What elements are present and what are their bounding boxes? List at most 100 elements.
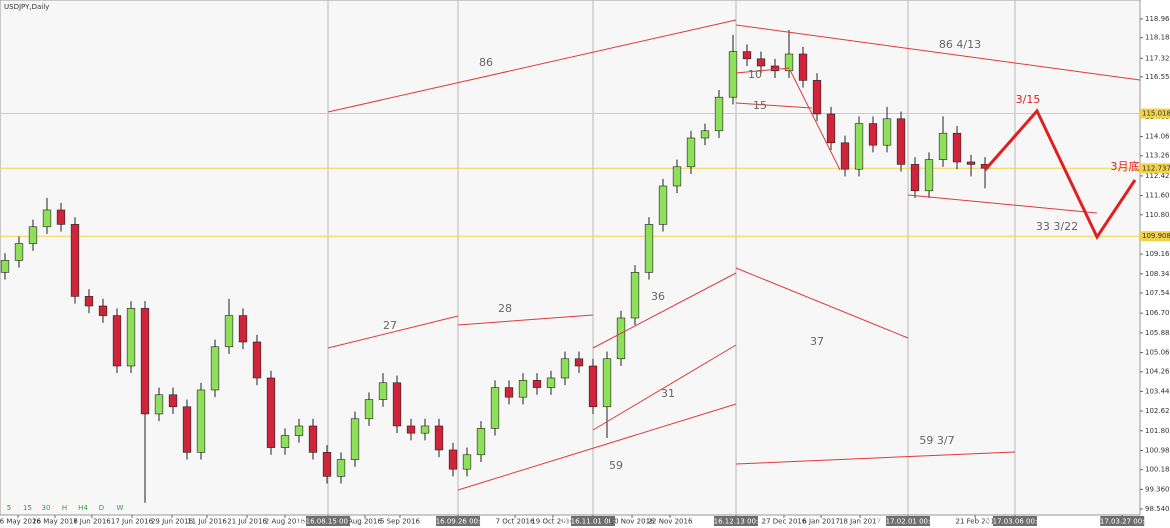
y-tick-label: 106.700	[1145, 309, 1170, 317]
trendline	[735, 451, 1016, 465]
candle-body	[308, 425, 318, 453]
price-level-label: 112.737	[1142, 164, 1170, 172]
candle-body	[672, 166, 682, 187]
candle-body	[896, 118, 906, 165]
timeframe-button[interactable]: 5	[7, 504, 11, 512]
candle-body	[868, 123, 878, 146]
annotation: 3/15	[1016, 93, 1041, 106]
timeframe-button[interactable]: H	[62, 504, 67, 512]
annotation: 33 3/22	[1036, 220, 1078, 233]
y-tick-label: 117.320	[1145, 54, 1170, 62]
candle-body	[560, 358, 570, 379]
candle-body	[490, 387, 500, 429]
candle-body	[812, 80, 822, 115]
x-tick-label: 2016.12.13 00:00	[705, 518, 767, 526]
x-tick-label: 27 Dec 2016	[762, 518, 807, 526]
candle-body	[168, 394, 178, 408]
forecast-path	[983, 108, 1137, 241]
trendline	[457, 403, 737, 491]
x-tick-label: 5 Sep 2016	[380, 518, 420, 526]
trendline	[735, 102, 813, 109]
timeframe-button[interactable]: 30	[42, 504, 51, 512]
timeframe-button[interactable]: D	[99, 504, 104, 512]
x-tick-label: 6 Jan 2017	[802, 518, 840, 526]
timeframe-bar: 5 15 30 H H4 D W	[7, 504, 124, 512]
y-tick-label: 104.260	[1145, 368, 1170, 376]
candle-body	[448, 449, 458, 470]
annotation: 28	[498, 302, 512, 315]
timeframe-button[interactable]: W	[117, 504, 124, 512]
candle-body	[644, 224, 654, 273]
candle-body	[154, 394, 164, 415]
candle-body	[210, 346, 220, 391]
candle-body	[630, 272, 640, 319]
trendline	[907, 194, 1098, 214]
candle-body	[574, 358, 584, 367]
trendline	[592, 272, 737, 349]
x-tick-label: 29 Jun 2016	[151, 518, 194, 526]
candle-body	[700, 130, 710, 139]
y-tick-label: 112.420	[1145, 172, 1170, 180]
x-tick-label: 18 Jan 2017	[839, 518, 881, 526]
x-tick-label: 2016.08.15 00:00	[297, 518, 359, 526]
y-tick-label: 99.360	[1145, 485, 1170, 493]
y-tick-label: 103.440	[1145, 387, 1170, 395]
annotation: 27	[383, 319, 397, 332]
candle-body	[588, 365, 598, 408]
annotation: 86 4/13	[939, 38, 981, 51]
annotation: 31	[661, 387, 675, 400]
annotation: 36	[651, 290, 665, 303]
horizontal-levels	[0, 113, 1140, 237]
y-tick-label: 118.180	[1145, 34, 1170, 42]
y-tick-label: 107.540	[1145, 289, 1170, 297]
x-tick-highlight	[436, 516, 481, 526]
candle-body	[336, 459, 346, 477]
price-level-tag	[1140, 163, 1170, 174]
candle-body	[0, 260, 10, 273]
candle-body	[826, 113, 836, 144]
y-tick-label: 108.340	[1145, 270, 1170, 278]
x-tick-label: 19 Oct 2016	[531, 518, 575, 526]
candle-body	[462, 454, 472, 470]
x-tick-label: 2017.03.27 00:00	[1091, 518, 1153, 526]
trendline	[592, 344, 737, 431]
x-tick-label: 2017.03.06 00:00	[984, 518, 1046, 526]
timeframe-button[interactable]: H4	[78, 504, 88, 512]
y-tick-label: 98.540	[1145, 505, 1170, 513]
x-tick-highlight	[992, 516, 1037, 526]
plot-area	[0, 0, 1141, 516]
x-tick-label: 2016.09.26 00:00	[427, 518, 489, 526]
trendline	[327, 19, 737, 113]
x-tick-label: 11 Jul 2016	[187, 518, 227, 526]
trendline	[735, 24, 1141, 81]
x-tick-label: 2016.11.01 00:00	[562, 518, 624, 526]
trendline	[327, 315, 459, 349]
candle-body	[616, 317, 626, 360]
axes: 118.960118.180117.320116.550114.880114.0…	[0, 15, 1170, 526]
trendline	[735, 67, 791, 74]
candle-body	[70, 224, 80, 297]
trendlines	[327, 19, 1141, 491]
candle-body	[392, 382, 402, 427]
candle-body	[658, 185, 668, 225]
candle-body	[532, 380, 542, 388]
candle-body	[378, 382, 388, 400]
candle-body	[98, 305, 108, 316]
timeframe-button[interactable]: 15	[23, 504, 32, 512]
candle-body	[42, 209, 52, 228]
y-tick-label: 113.260	[1145, 152, 1170, 160]
x-tick-highlight	[1100, 516, 1145, 526]
candle-body	[322, 452, 332, 477]
candle-body	[350, 418, 360, 460]
y-tick-label: 101.800	[1145, 427, 1170, 435]
candle-body	[406, 425, 416, 434]
candle-body	[854, 123, 864, 170]
candle-body	[112, 315, 122, 367]
candle-body	[280, 435, 290, 448]
annotation: 37	[810, 335, 824, 348]
annotation: 3月底	[1111, 159, 1140, 173]
x-tick-label: 7 Oct 2016	[496, 518, 535, 526]
candle-body	[602, 358, 612, 408]
x-tick-label: 2017.02.01 00:00	[877, 518, 939, 526]
